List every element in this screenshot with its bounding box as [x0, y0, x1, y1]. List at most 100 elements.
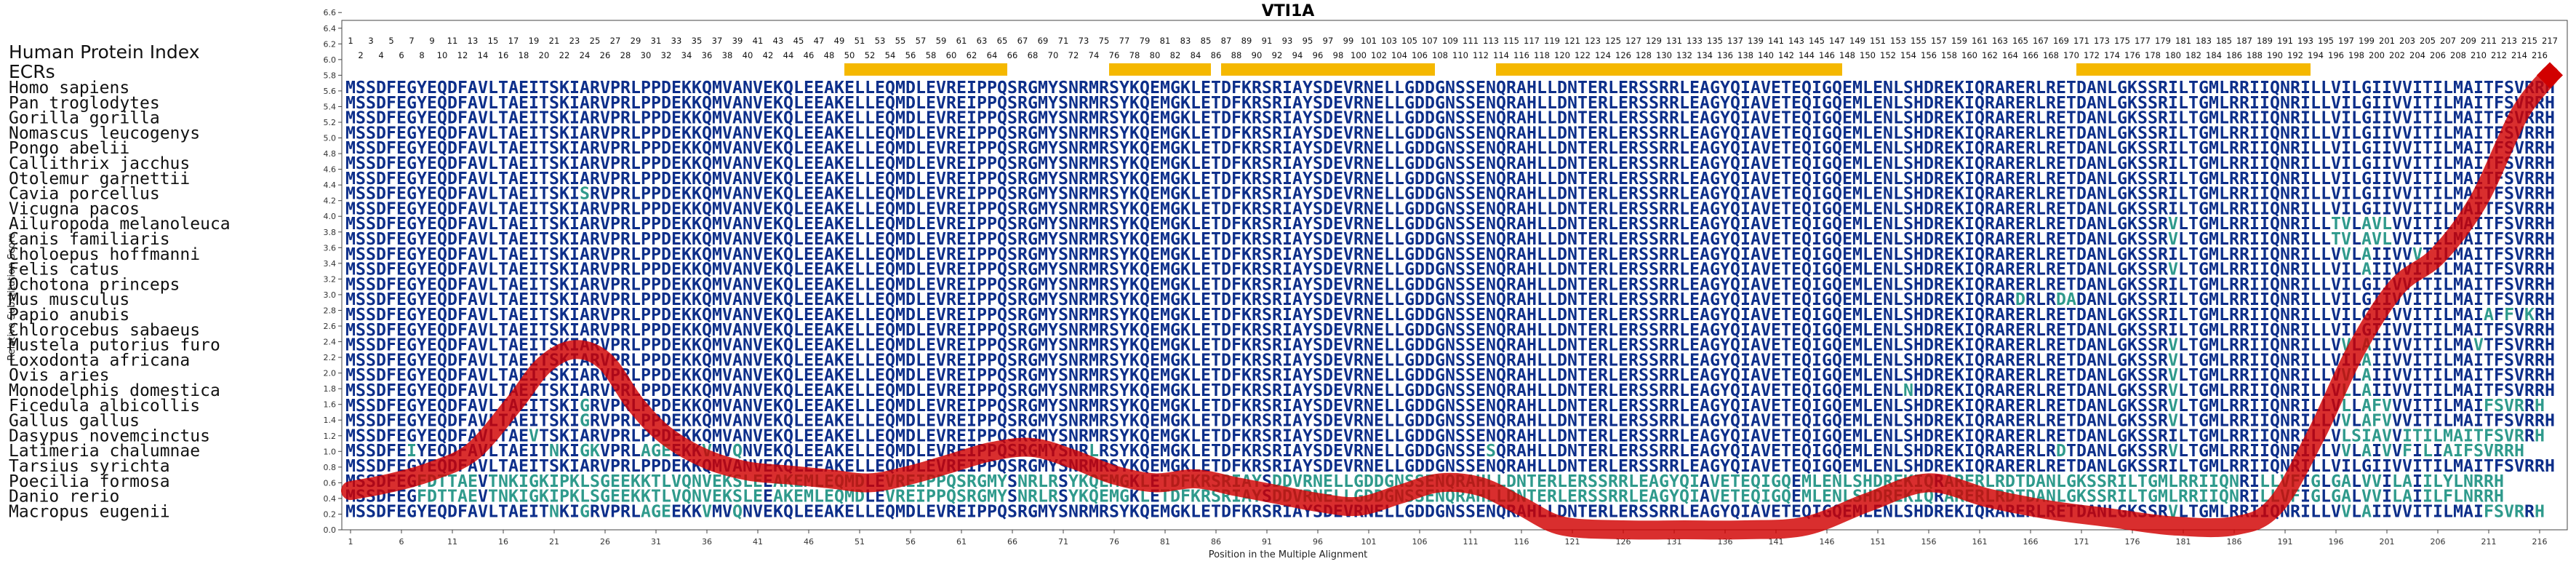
species-label: Pan troglodytes — [9, 94, 160, 113]
protein-index-number: 103 — [1381, 36, 1397, 46]
protein-index-number: 43 — [773, 36, 784, 46]
protein-index-number: 95 — [1303, 36, 1313, 46]
protein-index-number: 92 — [1272, 50, 1283, 60]
protein-index-number: 23 — [569, 36, 580, 46]
y-tick-label: 2.4 — [324, 338, 337, 347]
protein-index-number: 85 — [1201, 36, 1212, 46]
x-tick-label: 96 — [1313, 537, 1323, 547]
species-label: Felis catus — [9, 261, 119, 279]
protein-index-number: 74 — [1089, 50, 1100, 60]
protein-index-number: 166 — [2023, 50, 2039, 60]
x-tick-label: 11 — [447, 537, 457, 547]
protein-index-number: 38 — [722, 50, 733, 60]
sequence-row: MSSDFEGYEQDFAVLTAEITSKIARVPRLPPDEKKQMVAN… — [345, 321, 2555, 340]
sequence-row: MSSDFEGYEQDFAVLTAEITSKIARVPRLPPDEKKQMVAN… — [345, 457, 2555, 476]
protein-index-number: 8 — [419, 50, 424, 60]
x-tick-label: 121 — [1565, 537, 1580, 547]
protein-index-number: 125 — [1605, 36, 1621, 46]
protein-index-number: 61 — [956, 36, 967, 46]
species-label: Choloepus hoffmanni — [9, 245, 200, 264]
protein-index-number: 64 — [987, 50, 998, 60]
protein-index-number: 138 — [1737, 50, 1753, 60]
protein-index-number: 119 — [1544, 36, 1560, 46]
protein-index-number: 73 — [1079, 36, 1089, 46]
protein-index-number: 39 — [732, 36, 743, 46]
sequence-alignment: MSSDFEGYEQDFAVLTAEITSKIARVPRLPPDEKKQMVAN… — [345, 79, 2555, 521]
protein-index-number: 120 — [1554, 50, 1570, 60]
x-tick-label: 181 — [2176, 537, 2191, 547]
y-tick-label: 3.6 — [324, 243, 337, 253]
species-label: Gorilla gorilla — [9, 109, 160, 128]
sequence-row: MSSDFEGYEQDFAVLTAEITSKIARVPRLPPDEKKQMVAN… — [345, 154, 2555, 173]
x-tick-label: 206 — [2431, 537, 2446, 547]
species-label: Canis familiaris — [9, 230, 170, 249]
protein-index-number: 96 — [1313, 50, 1324, 60]
protein-index-number: 196 — [2328, 50, 2344, 60]
protein-index-number: 133 — [1687, 36, 1703, 46]
x-tick-label: 111 — [1463, 537, 1479, 547]
sequence-row: MSSDFEGYEQDFAVLTAEITSKIARVPRLPPDEKKQMVAN… — [345, 79, 2555, 98]
protein-index-number: 86 — [1211, 50, 1222, 60]
protein-index-number: 90 — [1252, 50, 1263, 60]
protein-index-number: 131 — [1666, 36, 1682, 46]
protein-index-number: 56 — [905, 50, 916, 60]
protein-index-number: 194 — [2308, 50, 2324, 60]
protein-index-number: 167 — [2033, 36, 2049, 46]
sequence-row: MSSDFEGYEQDFAVLTAEITSKIARVPRLPPDEKKQMVAN… — [345, 94, 2555, 113]
protein-index-number: 76 — [1109, 50, 1120, 60]
protein-index-number: 58 — [926, 50, 937, 60]
protein-index-number: 84 — [1191, 50, 1201, 60]
species-label: Poecilia formosa — [9, 472, 170, 491]
ecr-bar — [1496, 63, 1842, 76]
sequence-row: MSSDFEGYEQDFAVLTAEITSKISRVPRLPPDEKKQMVAN… — [345, 185, 2555, 204]
species-label: Tarsius syrichta — [9, 457, 170, 476]
protein-index-number: 206 — [2430, 50, 2446, 60]
protein-index-number: 40 — [743, 50, 753, 60]
chart-title: VTI1A — [1262, 2, 1315, 20]
y-tick-label: 0.2 — [324, 509, 337, 519]
protein-index-number: 129 — [1646, 36, 1662, 46]
protein-index-number: 98 — [1333, 50, 1344, 60]
protein-index-number: 89 — [1241, 36, 1252, 46]
sequence-row: MSSDFEGYEQDFAVLTAEITSKIARVPRLPPDEKKQMVAN… — [345, 336, 2555, 355]
protein-index-number: 107 — [1422, 36, 1438, 46]
x-tick-label: 106 — [1412, 537, 1428, 547]
sequence-row: MSSDFEGYEQDFAVLTAEITSKIGRVPRLPPDEKKQMVAN… — [345, 412, 2555, 431]
x-tick-label: 36 — [702, 537, 712, 547]
protein-index-number: 15 — [488, 36, 499, 46]
protein-index-number: 200 — [2369, 50, 2385, 60]
y-tick-label: 2.8 — [324, 306, 337, 315]
species-label: Vicugna pacos — [9, 199, 140, 218]
protein-index-number: 111 — [1463, 36, 1479, 46]
protein-index-number: 201 — [2379, 36, 2395, 46]
species-label: Mus musculus — [9, 290, 129, 309]
y-tick-label: 2.0 — [324, 369, 337, 378]
protein-index-number: 170 — [2063, 50, 2079, 60]
protein-index-number: 197 — [2338, 36, 2354, 46]
protein-index-number: 178 — [2145, 50, 2161, 60]
sequence-row: MSSDFEGYEQDFAVLTAEITSKIARVPRLPPDEKKQMVAN… — [345, 351, 2555, 370]
protein-index-number: 10 — [437, 50, 448, 60]
x-tick-label: 191 — [2278, 537, 2293, 547]
x-tick-label: 161 — [1972, 537, 1988, 547]
protein-index-number: 145 — [1809, 36, 1825, 46]
protein-index-number: 46 — [804, 50, 815, 60]
protein-index-number: 12 — [457, 50, 468, 60]
y-tick-label: 4.2 — [324, 196, 337, 206]
y-tick-label: 1.8 — [324, 384, 337, 394]
protein-index-number: 51 — [855, 36, 865, 46]
protein-index-number: 78 — [1129, 50, 1140, 60]
protein-index-number: 109 — [1442, 36, 1458, 46]
species-label: Mustela putorius furo — [9, 336, 220, 355]
protein-index-number: 160 — [1961, 50, 1977, 60]
ecr-bars — [844, 63, 2311, 76]
protein-index-number: 189 — [2257, 36, 2273, 46]
protein-index-number: 146 — [1819, 50, 1835, 60]
protein-index-number: 34 — [681, 50, 692, 60]
protein-index-number: 118 — [1534, 50, 1550, 60]
protein-index-number: 130 — [1656, 50, 1672, 60]
protein-index-number: 77 — [1119, 36, 1130, 46]
protein-index-number: 42 — [763, 50, 774, 60]
